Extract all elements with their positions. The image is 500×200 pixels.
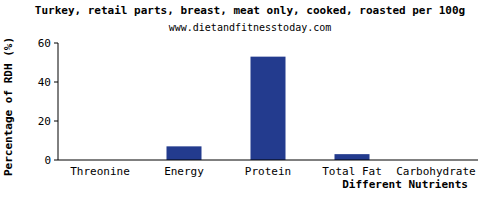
- bars: [167, 57, 370, 160]
- y-tick: [54, 43, 58, 44]
- x-tick-label: Energy: [164, 165, 204, 178]
- y-tick: [54, 121, 58, 122]
- x-tick-label: Total Fat: [322, 165, 382, 178]
- bar: [167, 146, 202, 160]
- x-axis: [58, 160, 478, 161]
- chart-container: Turkey, retail parts, breast, meat only,…: [0, 0, 500, 200]
- y-tick-label: 0: [44, 154, 51, 167]
- y-axis: [58, 43, 59, 160]
- y-tick-label: 20: [38, 115, 51, 128]
- x-tick-label: Threonine: [70, 165, 130, 178]
- x-tick-label: Carbohydrate: [396, 165, 475, 178]
- y-tick: [54, 160, 58, 161]
- bar: [335, 154, 370, 160]
- y-tick-label: 60: [38, 37, 51, 50]
- x-axis-label: Different Nutrients: [342, 178, 468, 191]
- y-tick-label: 40: [38, 76, 51, 89]
- y-tick: [54, 82, 58, 83]
- x-tick-label: Protein: [245, 165, 291, 178]
- y-axis-label: Percentage of RDH (%): [2, 37, 15, 176]
- chart: Turkey, retail parts, breast, meat only,…: [0, 0, 500, 200]
- title: Turkey, retail parts, breast, meat only,…: [35, 4, 465, 17]
- subtitle: www.dietandfitnesstoday.com: [169, 22, 332, 33]
- bar: [251, 57, 286, 160]
